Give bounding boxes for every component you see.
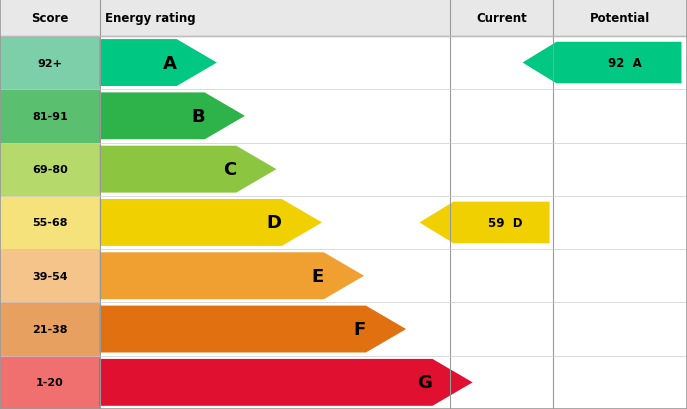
Polygon shape — [523, 43, 682, 84]
Text: 92+: 92+ — [37, 58, 63, 68]
Text: 92  A: 92 A — [607, 57, 642, 70]
Bar — [0, 143, 100, 196]
Polygon shape — [100, 253, 364, 299]
Bar — [0, 0, 687, 37]
Bar — [0, 303, 100, 356]
Text: 81-91: 81-91 — [32, 112, 68, 121]
Text: 59  D: 59 D — [488, 216, 522, 229]
Text: Current: Current — [476, 12, 527, 25]
Polygon shape — [420, 202, 550, 244]
Text: 69-80: 69-80 — [32, 165, 68, 175]
Text: E: E — [312, 267, 324, 285]
Text: Score: Score — [31, 12, 69, 25]
Text: 21-38: 21-38 — [32, 324, 67, 334]
Text: A: A — [163, 54, 177, 72]
Polygon shape — [100, 40, 217, 87]
Polygon shape — [100, 93, 245, 140]
Polygon shape — [100, 306, 406, 353]
Bar — [0, 196, 100, 249]
Text: Potential: Potential — [590, 12, 650, 25]
Text: Energy rating: Energy rating — [105, 12, 196, 25]
Text: D: D — [267, 214, 282, 232]
Bar — [0, 90, 100, 143]
Bar — [0, 356, 100, 409]
Bar — [0, 37, 100, 90]
Bar — [0, 249, 100, 303]
Polygon shape — [100, 146, 276, 193]
Text: C: C — [223, 161, 236, 179]
Text: 1-20: 1-20 — [36, 378, 64, 387]
Polygon shape — [100, 200, 322, 246]
Text: G: G — [418, 373, 433, 391]
Text: 39-54: 39-54 — [32, 271, 67, 281]
Text: B: B — [191, 108, 205, 126]
Text: F: F — [354, 320, 366, 338]
Polygon shape — [100, 359, 473, 406]
Text: 55-68: 55-68 — [32, 218, 67, 228]
